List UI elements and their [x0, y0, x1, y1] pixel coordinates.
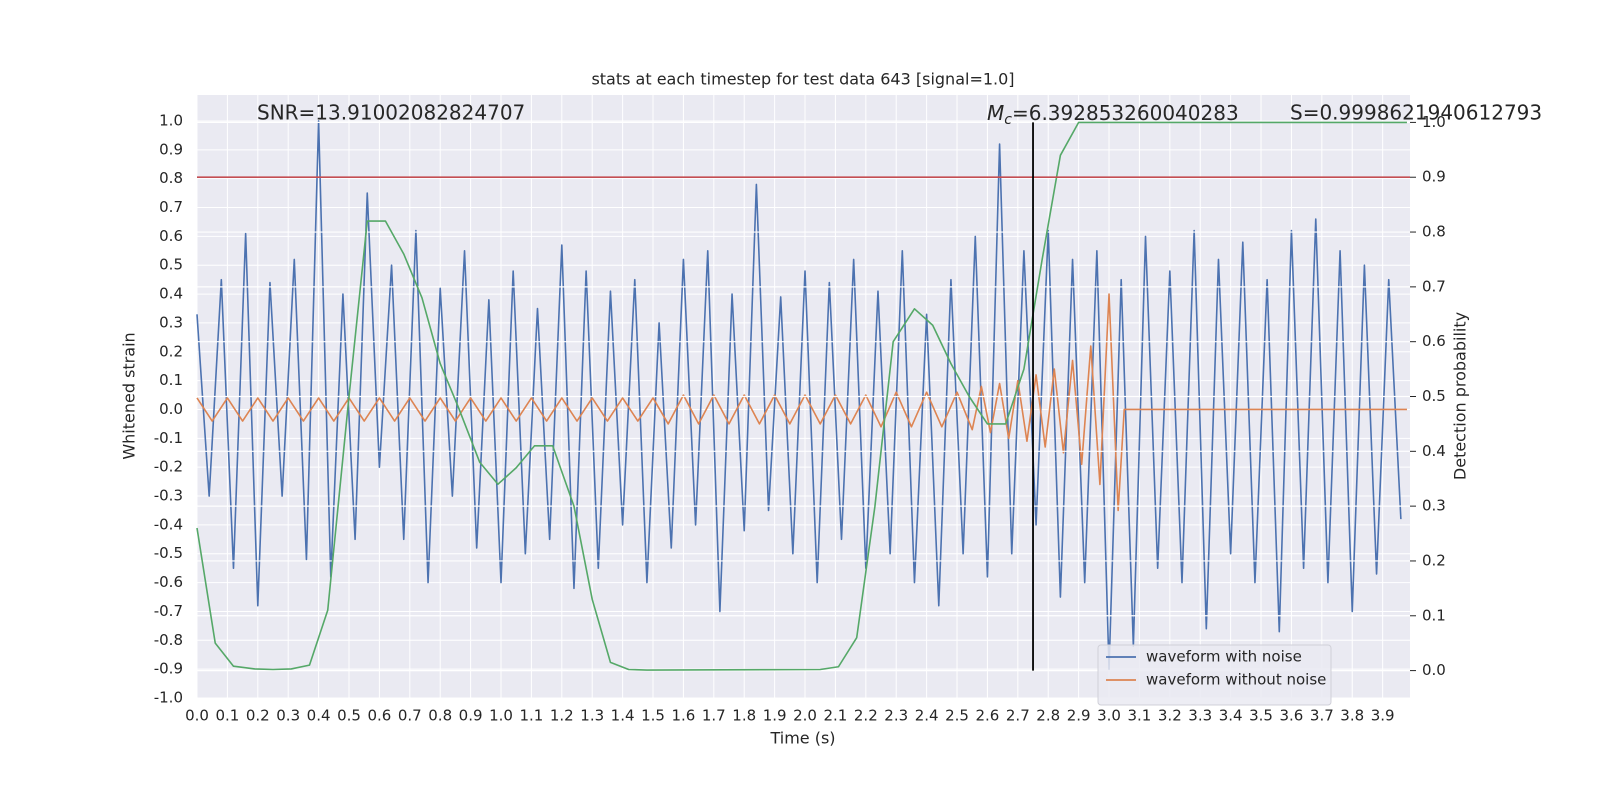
y2-tick-label: 0.5	[1422, 387, 1446, 405]
x-tick-label: 2.5	[945, 707, 969, 725]
y2-tick-label: 0.6	[1422, 332, 1446, 350]
y-tick-label: 0.5	[159, 256, 183, 274]
x-tick-label: 3.1	[1128, 707, 1152, 725]
y-tick-label: -0.9	[154, 660, 183, 678]
x-tick-label: 3.5	[1249, 707, 1273, 725]
series-line	[196, 121, 1407, 671]
y-tick-label: -0.7	[154, 602, 183, 620]
y-tick-label: -0.5	[154, 544, 183, 562]
y2-tick-label: 0.3	[1422, 497, 1446, 515]
x-tick-label: 1.3	[580, 707, 604, 725]
x-tick-label: 3.0	[1097, 707, 1121, 725]
x-tick-label: 1.1	[519, 707, 543, 725]
y2-tick-label: 1.0	[1422, 113, 1446, 131]
x-tick-label: 0.4	[307, 707, 331, 725]
mc-value: =6.392853260040283	[1012, 101, 1239, 125]
x-tick-label: 1.4	[611, 707, 635, 725]
x-tick-label: 2.8	[1036, 707, 1060, 725]
x-tick-label: 3.7	[1310, 707, 1334, 725]
x-tick-label: 2.2	[854, 707, 878, 725]
data-layer-2	[196, 121, 1410, 671]
y2-tick-label: 0.2	[1422, 551, 1446, 569]
y-tick-label: -0.3	[154, 487, 183, 505]
x-tick-label: 2.0	[793, 707, 817, 725]
x-tick-label: 3.2	[1158, 707, 1182, 725]
legend-label: waveform with noise	[1146, 648, 1302, 666]
x-tick-label: 0.5	[337, 707, 361, 725]
x-tick-label: 2.7	[1006, 707, 1030, 725]
y-tick-label: 0.3	[159, 313, 183, 331]
y-tick-label: -0.2	[154, 458, 183, 476]
y-tick-label: 0.9	[159, 140, 183, 158]
x-tick-label: 0.1	[215, 707, 239, 725]
x-tick-label: 0.0	[185, 707, 209, 725]
x-tick-label: 2.3	[884, 707, 908, 725]
y-tick-label: 0.8	[159, 169, 183, 187]
x-tick-label: 2.9	[1067, 707, 1091, 725]
y2-tick-label: 0.1	[1422, 606, 1446, 624]
x-tick-label: 0.6	[367, 707, 391, 725]
x-tick-label: 0.7	[398, 707, 422, 725]
x-tick-label: 1.9	[763, 707, 787, 725]
y2-tick-label: 0.8	[1422, 223, 1446, 241]
x-tick-label: 1.5	[641, 707, 665, 725]
x-tick-label: 2.4	[915, 707, 939, 725]
y-tick-label: 0.7	[159, 198, 183, 216]
snr-annotation: SNR=13.91002082824707	[257, 101, 525, 125]
y-tick-label: -1.0	[154, 689, 183, 707]
text-layer: 0.0 0.1 0.2 0.3 0.4 0.5 0.6 0.7 0.8 0.9 1.0 1.1 1.2 1…	[154, 111, 1446, 724]
x-tick-label: 3.3	[1188, 707, 1212, 725]
x-tick-label: 0.2	[246, 707, 270, 725]
data-layer	[196, 120, 1407, 670]
y2-tick-label: 0.9	[1422, 168, 1446, 186]
mc-annotation: Mc=6.392853260040283	[987, 101, 1239, 129]
chart-title: stats at each timestep for test data 643…	[591, 70, 1014, 89]
y-tick-label: -0.4	[154, 515, 183, 533]
x-tick-label: 1.8	[732, 707, 756, 725]
x-tick-label: 3.9	[1371, 707, 1395, 725]
y-tick-label: 0.4	[159, 285, 183, 303]
x-tick-label: 0.3	[276, 707, 300, 725]
x-tick-label: 1.6	[671, 707, 695, 725]
y-tick-label: -0.8	[154, 631, 183, 649]
x-axis-label: Time (s)	[769, 729, 835, 748]
y-tick-label: -0.6	[154, 573, 183, 591]
series-line	[196, 293, 1407, 512]
y-tick-label: 0.1	[159, 371, 183, 389]
legend-box	[1097, 644, 1332, 706]
y-tick-label: -0.1	[154, 429, 183, 447]
x-tick-label: 2.1	[823, 707, 847, 725]
x-tick-label: 3.4	[1219, 707, 1243, 725]
y2-tick-label: 0.4	[1422, 442, 1446, 460]
y2-tick-label: 0.7	[1422, 277, 1446, 295]
y2-tick-label: 0.0	[1422, 661, 1446, 679]
s-annotation: S=0.9998621940612793	[1290, 101, 1542, 125]
series-line	[196, 120, 1402, 670]
x-tick-label: 3.6	[1280, 707, 1304, 725]
legend: waveform with noise waveform without nois…	[1097, 644, 1332, 706]
x-tick-label: 3.8	[1340, 707, 1364, 725]
y-tick-label: 0.2	[159, 342, 183, 360]
y-tick-label: 1.0	[159, 111, 183, 129]
x-tick-label: 0.8	[428, 707, 452, 725]
mc-symbol: M	[987, 101, 1004, 125]
y2-axis-label: Detection probability	[1451, 312, 1470, 480]
legend-label: waveform without noise	[1146, 671, 1326, 689]
x-tick-label: 0.9	[459, 707, 483, 725]
y-tick-label: 0.6	[159, 227, 183, 245]
x-tick-label: 1.7	[702, 707, 726, 725]
x-tick-label: 1.2	[550, 707, 574, 725]
y-tick-label: 0.0	[159, 400, 183, 418]
x-tick-label: 1.0	[489, 707, 513, 725]
y-axis-label: Whitened strain	[120, 332, 139, 459]
mc-subscript: c	[1004, 112, 1012, 128]
x-tick-label: 2.6	[975, 707, 999, 725]
